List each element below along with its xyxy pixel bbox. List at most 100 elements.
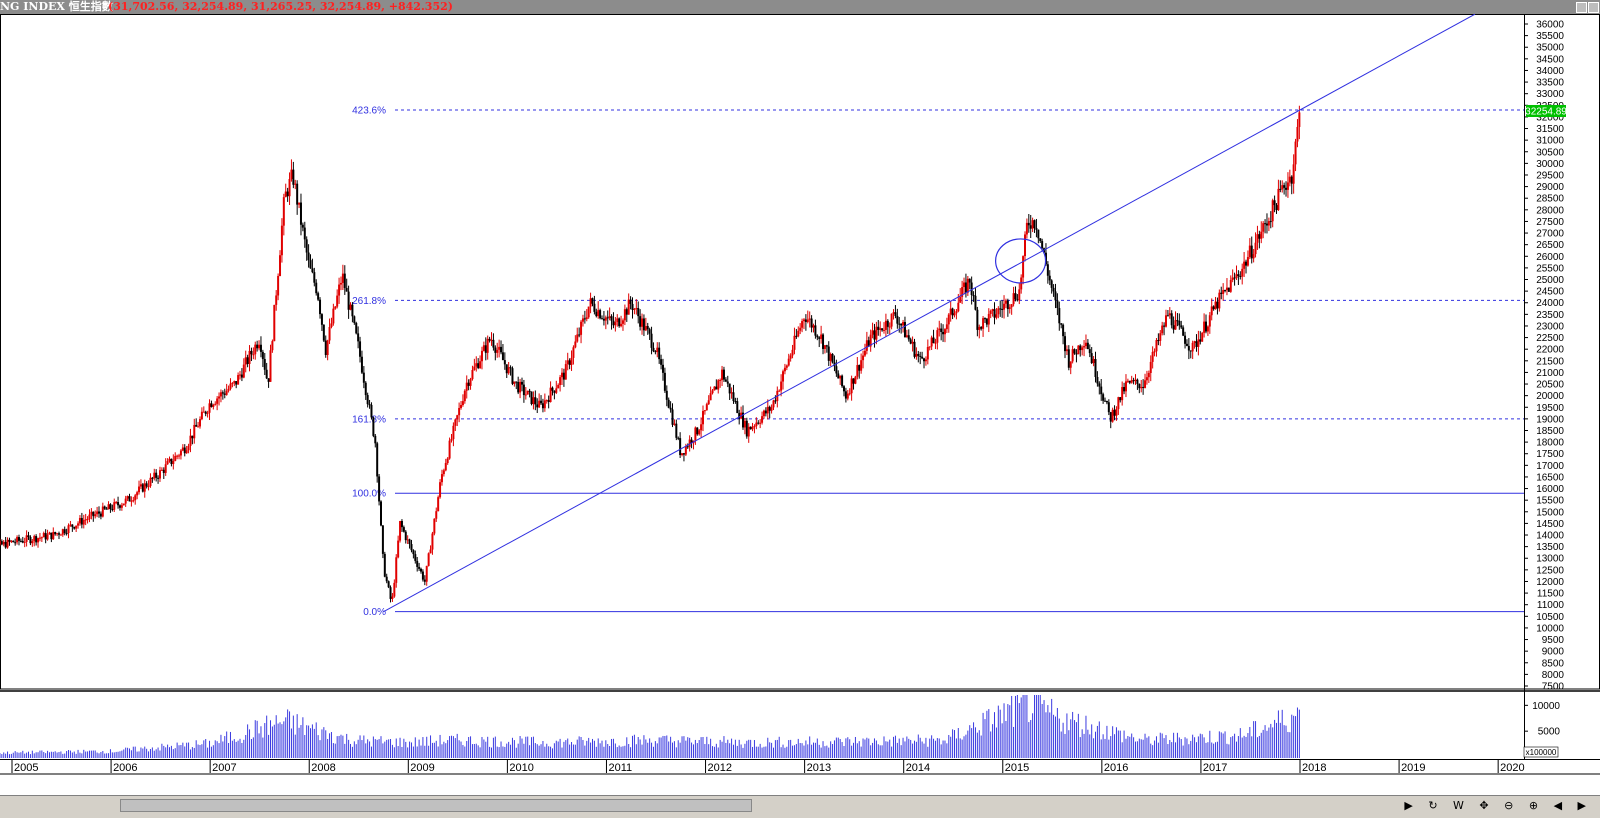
candle-body (427, 553, 430, 566)
price-tick-label: 13500 (1536, 542, 1564, 553)
candle-body (871, 330, 874, 335)
candle-body (1193, 341, 1196, 343)
candle-body (465, 382, 468, 391)
price-tick-label: 11000 (1537, 600, 1565, 611)
candle-body (259, 344, 262, 352)
candle-body (317, 293, 320, 300)
candle-body (360, 356, 363, 373)
candle-body (900, 323, 903, 326)
candle-body (1033, 220, 1036, 229)
candle-body (492, 339, 495, 348)
candle-body (120, 505, 123, 508)
candle-body (799, 327, 802, 331)
candle-body (530, 391, 533, 405)
candle-body (296, 183, 299, 205)
candle-body (372, 417, 375, 436)
candle-body (444, 462, 447, 471)
candle-body (909, 339, 912, 344)
price-tick-label: 26000 (1536, 252, 1564, 263)
candle-body (1210, 306, 1213, 316)
candle-body (526, 390, 529, 395)
candle-body (875, 326, 878, 340)
candle-body (374, 435, 377, 444)
year-tick-label: 2015 (1005, 762, 1029, 774)
candle-body (728, 383, 731, 394)
candle-body (1241, 268, 1244, 277)
candle-body (1176, 320, 1179, 322)
scroll-thumb[interactable] (120, 799, 752, 812)
candle-body (543, 400, 546, 409)
candle-body (379, 501, 382, 526)
candle-body (1126, 380, 1129, 382)
candle-body (1288, 176, 1291, 183)
candle-body (654, 351, 657, 353)
candle-body (313, 272, 316, 283)
candle-body (1252, 254, 1255, 259)
candle-body (705, 404, 708, 411)
candle-body (1233, 277, 1236, 279)
restore-button[interactable] (1576, 2, 1587, 13)
candle-body (903, 322, 906, 338)
candle-body (1008, 307, 1011, 310)
candle-body (509, 367, 512, 369)
candle-body (273, 304, 276, 342)
price-tick-label: 18500 (1536, 426, 1564, 437)
candle-body (242, 364, 245, 378)
candle-body (881, 328, 884, 331)
candle-body (835, 366, 838, 374)
chart-area[interactable]: 7500800085009000950010000105001100011500… (0, 14, 1600, 795)
candle-body (164, 464, 167, 473)
candle-body (19, 540, 22, 542)
candle-body (334, 306, 337, 309)
candle-body (1184, 335, 1187, 344)
candle-body (585, 317, 588, 320)
navigation-icons[interactable]: ▶ ↻ W ✥ ⊖ ⊕ ◀ ▶ (1404, 799, 1592, 812)
candle-body (780, 381, 783, 391)
candle-body (732, 392, 735, 402)
candle-body (793, 335, 796, 350)
candle-body (738, 413, 741, 419)
candle-body (1166, 315, 1169, 317)
candle-body (435, 511, 438, 519)
candle-body (553, 390, 556, 393)
candle-body (1081, 347, 1084, 351)
candle-body (1111, 409, 1114, 422)
candle-body (926, 347, 929, 360)
candle-body (1109, 412, 1112, 422)
close-button[interactable] (1588, 2, 1599, 13)
candle-body (764, 410, 767, 414)
candle-body (471, 369, 474, 380)
candle-body (549, 387, 552, 403)
candle-body (665, 390, 668, 400)
candle-body (185, 450, 188, 454)
candle-body (974, 295, 977, 310)
candle-body (389, 587, 392, 599)
candle-body (347, 291, 350, 310)
candle-body (578, 334, 581, 336)
year-tick-label: 2008 (311, 762, 335, 774)
scrollbar[interactable]: ▶ ↻ W ✥ ⊖ ⊕ ◀ ▶ (0, 795, 1600, 818)
candle-body (275, 295, 278, 305)
candle-body (869, 334, 872, 347)
candle-body (772, 400, 775, 408)
candle-body (551, 387, 554, 391)
candle-body (1231, 277, 1234, 280)
candle-body (21, 540, 24, 543)
price-tick-label: 7500 (1542, 682, 1565, 693)
candle-body (284, 191, 287, 198)
candle-body (1067, 349, 1070, 368)
candle-body (770, 407, 773, 411)
candle-body (44, 533, 47, 540)
candle-body (618, 318, 621, 327)
candle-body (896, 315, 899, 324)
candle-body (82, 520, 85, 525)
price-tick-label: 8500 (1542, 658, 1565, 669)
candle-body (448, 440, 451, 459)
candle-body (61, 529, 64, 535)
candle-body (294, 183, 297, 185)
candle-body (1197, 339, 1200, 347)
year-tick-label: 2009 (410, 762, 434, 774)
candle-body (42, 533, 45, 538)
candle-body (1285, 187, 1288, 190)
candle-body (602, 318, 605, 321)
